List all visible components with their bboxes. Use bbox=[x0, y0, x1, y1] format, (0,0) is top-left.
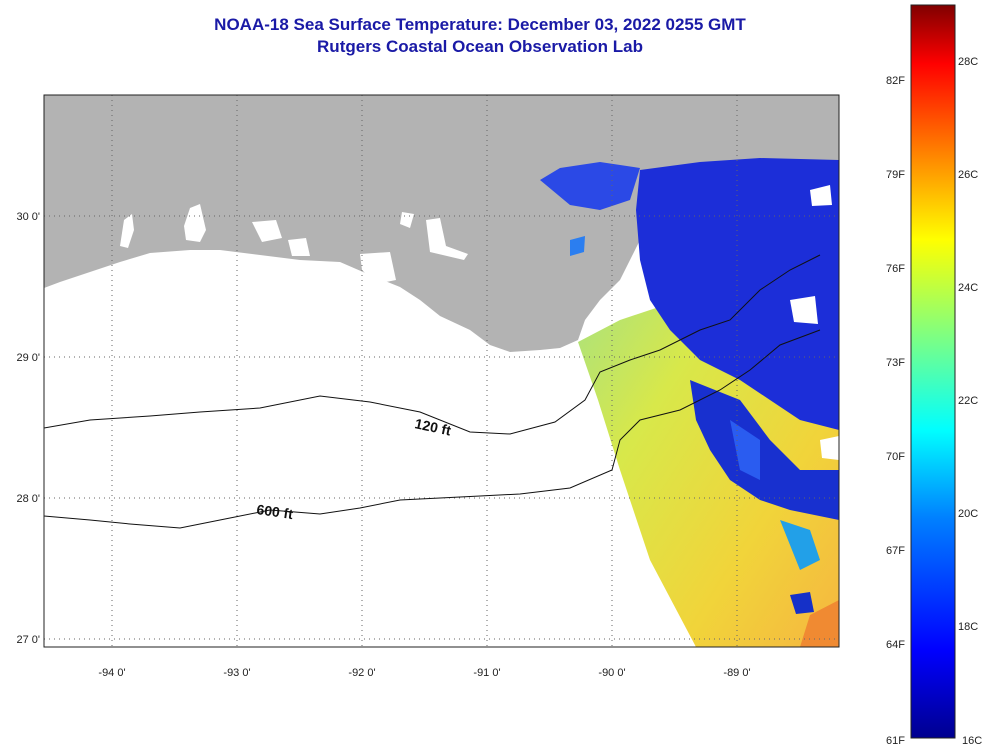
lake bbox=[120, 214, 134, 248]
colorbar-c-label: 24C bbox=[958, 282, 978, 294]
cool-water-patch bbox=[790, 592, 814, 614]
land-mass bbox=[44, 95, 839, 352]
colorbar-f-label: 73F bbox=[886, 357, 905, 369]
lake bbox=[252, 220, 282, 242]
colorbar-c-label: 28C bbox=[958, 56, 978, 68]
cool-water-patch bbox=[636, 158, 839, 430]
contour-label-120ft: 120 ft bbox=[413, 415, 452, 438]
map-subtitle: Rutgers Coastal Ocean Observation Lab bbox=[317, 37, 643, 56]
map-title: NOAA-18 Sea Surface Temperature: Decembe… bbox=[214, 15, 746, 34]
lat-tick-label: 28 0' bbox=[16, 493, 40, 505]
map-title-block: NOAA-18 Sea Surface Temperature: Decembe… bbox=[40, 14, 920, 58]
lon-tick-label: -90 0' bbox=[598, 667, 625, 679]
lon-tick-label: -91 0' bbox=[473, 667, 500, 679]
colorbar-c-label: 26C bbox=[958, 169, 978, 181]
lat-tick-label: 30 0' bbox=[16, 211, 40, 223]
colorbar-f-label: 64F bbox=[886, 639, 905, 651]
contour-120ft bbox=[44, 254, 821, 435]
plot-frame bbox=[43, 94, 840, 648]
colorbar-c-label: 20C bbox=[958, 508, 978, 520]
contour-label-600ft: 600 ft bbox=[256, 501, 295, 522]
cloud-gap bbox=[820, 436, 839, 460]
cool-water-patch bbox=[570, 236, 585, 256]
lake bbox=[184, 204, 206, 242]
colorbar-f-label: 76F bbox=[886, 263, 905, 275]
cool-water-patch bbox=[690, 380, 839, 520]
cool-water-patch bbox=[780, 520, 820, 570]
colorbar-c-label: 22C bbox=[958, 395, 978, 407]
lon-tick-label: -89 0' bbox=[723, 667, 750, 679]
colorbar bbox=[910, 4, 956, 739]
colorbar-c-label: 18C bbox=[958, 621, 978, 633]
colorbar-f-label: 61F bbox=[886, 735, 905, 747]
cool-water-patch bbox=[540, 162, 640, 210]
cloud-gap bbox=[810, 185, 832, 206]
contour-600ft bbox=[44, 329, 821, 529]
warm-water-patch bbox=[800, 600, 839, 647]
lat-tick-label: 27 0' bbox=[16, 634, 40, 646]
lake bbox=[288, 238, 310, 256]
lake bbox=[360, 252, 396, 284]
colorbar-f-label: 70F bbox=[886, 451, 905, 463]
lat-tick-label: 29 0' bbox=[16, 352, 40, 364]
graticule bbox=[44, 95, 839, 647]
colorbar-c-label: 16C bbox=[962, 735, 982, 747]
colorbar-f-label: 82F bbox=[886, 75, 905, 87]
lon-tick-label: -94 0' bbox=[98, 667, 125, 679]
lake bbox=[400, 212, 414, 228]
lon-tick-label: -93 0' bbox=[223, 667, 250, 679]
lon-tick-label: -92 0' bbox=[348, 667, 375, 679]
colorbar-f-label: 79F bbox=[886, 169, 905, 181]
lake bbox=[426, 218, 468, 260]
cloud-gap bbox=[790, 296, 818, 324]
colorbar-f-label: 67F bbox=[886, 545, 905, 557]
